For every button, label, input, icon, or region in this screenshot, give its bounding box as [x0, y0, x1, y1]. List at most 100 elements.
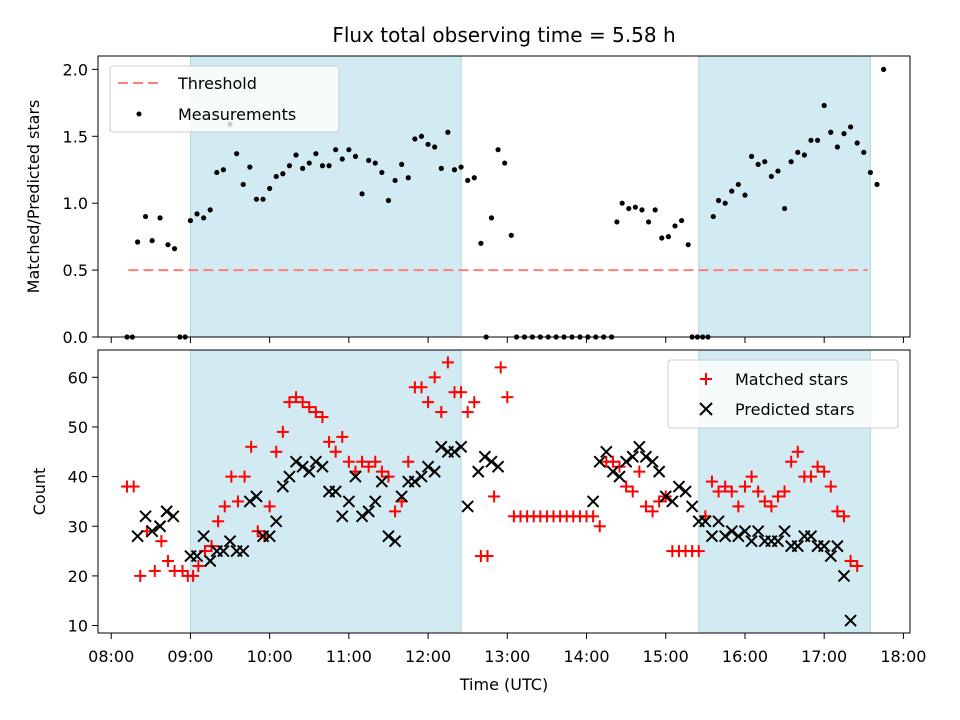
- predicted-star-point: [329, 485, 342, 498]
- measurement-point: [286, 163, 293, 169]
- predicted-star-point: [672, 480, 686, 493]
- predicted-star-point: [316, 460, 329, 473]
- predicted-star-point: [804, 529, 818, 543]
- measurement-point: [665, 234, 671, 240]
- matched-star-point: [296, 396, 309, 409]
- matched-star-point: [745, 470, 758, 483]
- predicted-star-point: [415, 470, 428, 483]
- predicted-star-point: [666, 495, 679, 508]
- predicted-star-point: [362, 505, 375, 518]
- x-tick-label: 12:00: [405, 647, 451, 666]
- matched-star-point: [375, 465, 388, 478]
- predicted-star-point: [738, 525, 752, 538]
- matched-star-point: [369, 455, 382, 468]
- matched-star-point: [633, 465, 646, 478]
- predicted-star-point: [190, 549, 204, 563]
- matched-star-point: [692, 545, 705, 558]
- legend-measurements-label: Measurements: [178, 105, 296, 124]
- predicted-star-point: [395, 490, 408, 503]
- measurement-point: [722, 200, 728, 206]
- measurement-point: [451, 167, 458, 173]
- top-axes-frame: [97, 55, 911, 338]
- measurement-point: [874, 181, 880, 188]
- matched-star-point: [290, 391, 303, 404]
- matched-star-point: [778, 485, 791, 498]
- legend-matched-swatch: [700, 373, 712, 385]
- matched-star-point: [501, 391, 514, 404]
- matched-star-point: [738, 480, 751, 493]
- measurement-point: [352, 153, 359, 159]
- measurement-point: [445, 129, 451, 135]
- matched-star-point: [303, 401, 316, 414]
- predicted-star-points: [131, 440, 857, 627]
- measurement-point: [333, 147, 339, 153]
- measurement-point: [142, 213, 149, 220]
- matched-star-point: [389, 505, 402, 518]
- matched-star-point: [725, 485, 738, 498]
- predicted-star-point: [270, 515, 283, 528]
- measurement-point: [366, 157, 372, 163]
- bottom-panel: 10 20 30 40 50 60 08:00 09:00 10:00 11:00 12:00 13…: [30, 349, 926, 694]
- measurement-point: [678, 217, 685, 224]
- matched-star-point: [481, 550, 494, 563]
- predicted-star-point: [699, 515, 712, 528]
- measurement-point: [157, 215, 163, 221]
- y-tick-label: 40: [68, 468, 88, 487]
- measurement-point: [207, 207, 213, 213]
- matched-star-point: [309, 406, 322, 419]
- predicted-star-point: [778, 525, 791, 538]
- measurement-point: [685, 242, 691, 248]
- measurement-point: [392, 177, 398, 184]
- measurement-point: [201, 215, 207, 221]
- matched-star-point: [402, 455, 415, 468]
- matched-star-point: [422, 396, 435, 409]
- matched-star-point: [382, 470, 395, 483]
- top-legend-box: [109, 65, 340, 133]
- legend-matched-label: Matched stars: [735, 370, 848, 389]
- measurement-point: [801, 152, 807, 158]
- measurement-point: [267, 185, 273, 192]
- matched-star-point: [765, 500, 778, 513]
- measurement-point: [828, 129, 834, 135]
- measurement-point: [187, 217, 194, 224]
- measurement-point: [841, 131, 847, 137]
- matched-star-point: [329, 445, 342, 458]
- predicted-star-point: [791, 539, 804, 553]
- matched-star-point: [851, 559, 864, 572]
- predicted-star-point: [705, 529, 719, 543]
- measurement-point: [478, 240, 484, 246]
- predicted-star-point: [659, 490, 672, 503]
- top-y-axis-label: Matched/Predicted stars: [24, 100, 43, 294]
- predicted-star-point: [606, 465, 620, 478]
- predicted-star-point: [283, 470, 296, 483]
- predicted-star-point: [296, 460, 309, 473]
- measurement-point: [775, 168, 781, 174]
- measurement-point: [814, 137, 821, 143]
- predicted-star-point: [217, 544, 230, 558]
- matched-star-point: [148, 564, 161, 577]
- measurement-point: [220, 167, 227, 173]
- matched-star-point: [606, 455, 619, 468]
- matched-star-point: [283, 396, 296, 409]
- measurement-point: [194, 211, 200, 217]
- y-tick-label: 50: [68, 418, 88, 437]
- matched-star-point: [785, 455, 798, 468]
- measurement-point: [619, 200, 625, 206]
- x-tick-label: 17:00: [801, 647, 847, 666]
- measurement-point: [171, 246, 178, 252]
- measurement-point: [471, 175, 477, 181]
- matched-star-point: [824, 480, 837, 493]
- predicted-star-point: [131, 529, 144, 543]
- top-legend: Threshold Measurements: [109, 65, 340, 133]
- measurement-point: [632, 204, 638, 210]
- measurement-point: [847, 124, 854, 130]
- matched-star-point: [218, 500, 231, 513]
- legend-threshold-label: Threshold: [177, 74, 257, 93]
- predicted-star-point: [382, 529, 395, 543]
- x-tick-label: 10:00: [247, 647, 293, 666]
- predicted-star-point: [153, 520, 167, 533]
- x-axis-label: Time (UTC): [459, 675, 548, 694]
- predicted-star-point: [197, 529, 210, 543]
- predicted-star-point: [712, 515, 725, 528]
- predicted-star-point: [639, 450, 653, 463]
